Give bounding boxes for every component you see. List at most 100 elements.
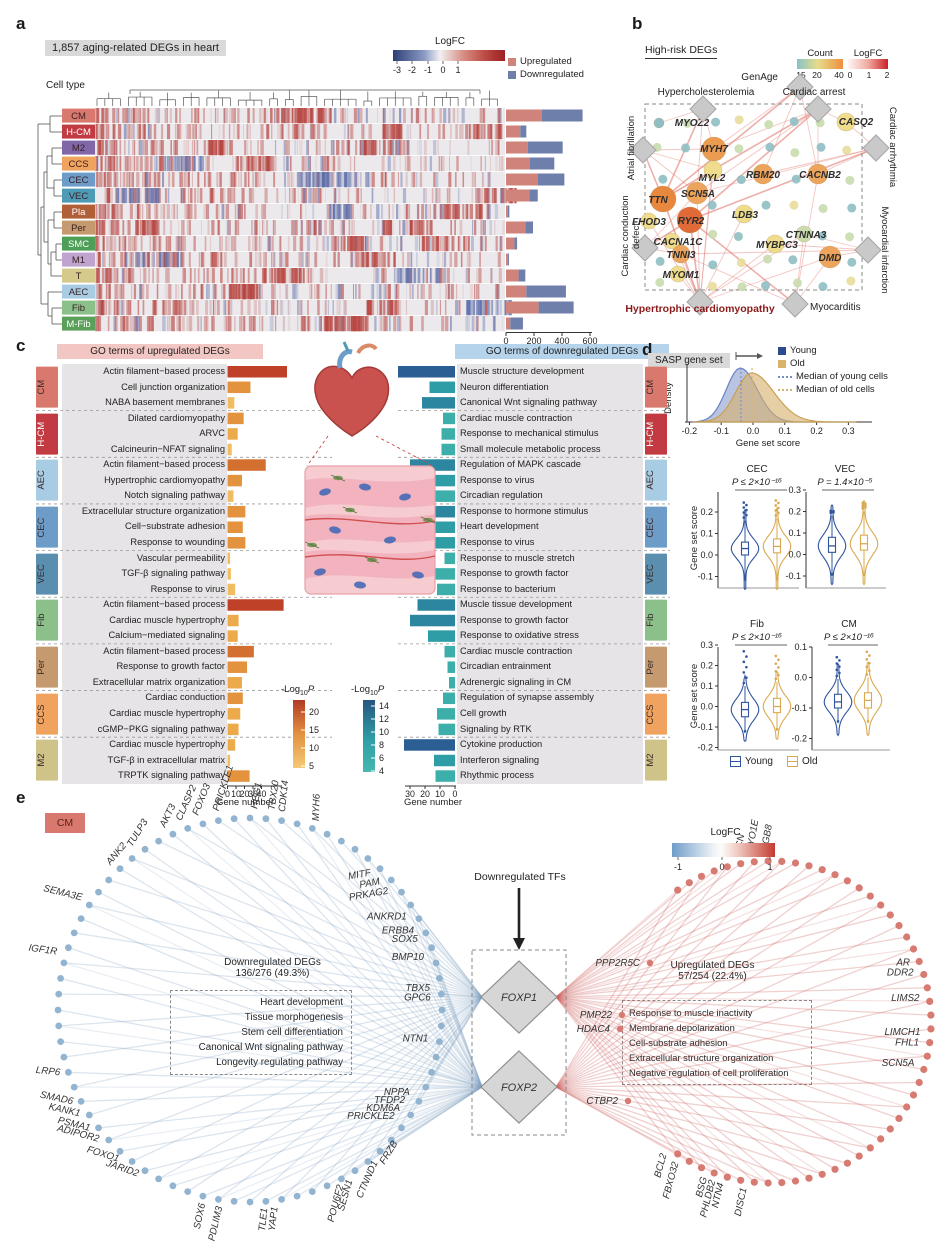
tf-edge-red (555, 1086, 907, 1108)
heatmap-streak (492, 188, 496, 204)
heatmap-streak (419, 124, 422, 140)
tf-arrow-head (513, 938, 525, 950)
heatmap-streak (353, 316, 357, 332)
heatmap-streak (98, 252, 101, 268)
heatmap-streak (348, 204, 351, 220)
heatmap-streak (386, 188, 389, 204)
heatmap-streak (128, 300, 131, 316)
heatmap-streak (495, 156, 498, 172)
heatmap-streak (442, 204, 445, 220)
violin-outlier (861, 503, 865, 506)
heatmap-streak (439, 236, 443, 252)
cell-type-tag: H-CM (36, 413, 58, 455)
heatmap-streak (439, 300, 441, 316)
heatmap-row (95, 252, 505, 268)
heatmap-streak (141, 108, 144, 124)
heatmap-streak (226, 220, 229, 236)
deg-dot-blue (437, 990, 445, 998)
heatmap-streak (199, 252, 203, 268)
heatmap-streak (312, 124, 316, 140)
heatmap-streak (259, 220, 260, 236)
heatmap-streak (489, 124, 493, 140)
go-term-up: TGF-β in extracellular matrix (107, 754, 225, 765)
heatmap-streak (469, 284, 473, 300)
heatmap-streak (228, 124, 231, 140)
heatmap-streak (215, 140, 218, 156)
heatmap-streak (301, 236, 305, 252)
heatmap-streak (446, 188, 450, 204)
heatmap-streak (196, 140, 199, 156)
heatmap-streak (99, 220, 101, 236)
axis-tick-label: 0.2 (788, 507, 801, 517)
gene-label: LIMS2 (891, 993, 920, 1004)
cell-type-tag (62, 188, 95, 203)
heatmap-streak (240, 172, 242, 188)
heatmap-streak (321, 172, 325, 188)
heatmap-streak (487, 188, 490, 204)
violin-shape (817, 504, 847, 586)
heatmap-streak (147, 204, 151, 220)
heatmap-streak (410, 268, 413, 284)
heatmap-streak (262, 156, 265, 172)
cell-type-tag (62, 300, 95, 315)
heatmap-streak (166, 252, 170, 268)
heatmap-streak (329, 220, 331, 236)
deg-dot-blue (278, 817, 285, 824)
heatmap-streak (240, 156, 243, 172)
axis-tick-label: 0 (225, 789, 230, 799)
disease-label: Cardiac arrest (783, 87, 846, 98)
heatmap-streak (500, 188, 505, 204)
heatmap-streak (112, 252, 116, 268)
heatmap-streak (118, 236, 121, 252)
heatmap-streak (95, 300, 97, 316)
heatmap-streak (376, 300, 379, 316)
heatmap-streak (135, 220, 139, 236)
heatmap-streak (456, 108, 459, 124)
heatmap-streak (168, 172, 171, 188)
gene-label: MYL2 (699, 173, 726, 184)
violin-title: CM (841, 619, 857, 630)
deg-dot-red (697, 872, 706, 880)
heatmap-streak (283, 156, 285, 172)
heatmap-streak (175, 284, 177, 300)
heatmap-streak (347, 204, 349, 220)
heatmap-streak (358, 284, 360, 300)
heatmap-streak (243, 268, 245, 284)
heatmap-streak (487, 172, 491, 188)
gene-node (734, 204, 754, 224)
heatmap-streak (120, 316, 122, 332)
heatmap-streak (251, 156, 255, 172)
violin-outlier (861, 505, 865, 508)
heatmap-streak (423, 140, 427, 156)
heatmap-streak (389, 124, 393, 140)
heatmap-streak (482, 300, 484, 316)
network-edge (713, 86, 801, 150)
heatmap-streak (282, 108, 286, 124)
heatmap-streak (479, 204, 483, 220)
heatmap-streak (385, 124, 389, 140)
tf-edge-red (555, 904, 881, 998)
heatmap-streak (188, 156, 191, 172)
cell-type-tag-label: T (76, 271, 82, 282)
heatmap-streak (279, 300, 282, 316)
heatmap-streak (457, 188, 460, 204)
heatmap-streak (331, 236, 334, 252)
tf-edge-red (555, 996, 715, 1174)
heatmap-streak (438, 124, 441, 140)
heatmap-streak (383, 268, 387, 284)
heatmap-streak (114, 300, 117, 316)
heatmap-streak (359, 316, 361, 332)
tf-edge-blue (98, 1086, 483, 1129)
heatmap-streak (180, 188, 185, 204)
heatmap-streak (101, 220, 105, 236)
heatmap-streak (241, 188, 245, 204)
heatmap-streak (198, 124, 200, 140)
heatmap-streak (477, 188, 481, 204)
heatmap-streak (480, 236, 483, 252)
deg-bar-down (526, 285, 566, 298)
heatmap-streak (366, 252, 370, 268)
heatmap-streak (300, 252, 304, 268)
heatmap-streak (497, 108, 500, 124)
heatmap-streak (157, 172, 160, 188)
heatmap-streak (165, 268, 167, 284)
